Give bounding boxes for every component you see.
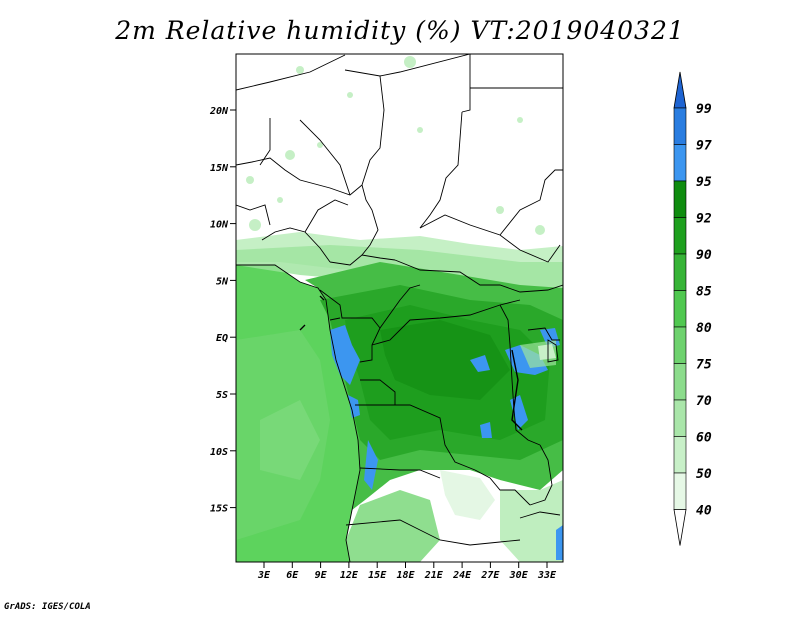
lat-label: 20N bbox=[209, 106, 229, 117]
colorbar-swatch bbox=[673, 399, 687, 437]
colorbar-label: 95 bbox=[696, 175, 712, 190]
colorbar-label: 60 bbox=[696, 431, 712, 446]
lon-label: 21E bbox=[424, 570, 444, 581]
longitude-axis: 3E 6E 9E 12E 15E 18E 21E 24E 27E 30E 33E bbox=[257, 562, 557, 581]
lat-label: 15S bbox=[210, 504, 228, 515]
colorbar-label: 90 bbox=[696, 248, 712, 263]
colorbar-top-arrow bbox=[673, 71, 687, 109]
lon-label: 6E bbox=[286, 570, 299, 581]
lat-label: 5N bbox=[216, 276, 229, 287]
colorbar-swatch bbox=[673, 436, 687, 474]
lat-label: 5S bbox=[216, 390, 228, 401]
colorbar-label: 80 bbox=[696, 321, 712, 336]
colorbar-swatch bbox=[673, 472, 687, 510]
lon-label: 18E bbox=[396, 570, 415, 581]
lat-label: 15N bbox=[210, 163, 229, 174]
colorbar-swatch bbox=[673, 290, 687, 328]
lon-label: 30E bbox=[509, 570, 529, 581]
colorbar-bottom-arrow bbox=[673, 509, 687, 546]
colorbar-label: 75 bbox=[696, 358, 712, 373]
lon-label: 12E bbox=[340, 570, 359, 581]
colorbar-label: 70 bbox=[696, 394, 712, 409]
colorbar-swatch bbox=[673, 107, 687, 145]
lon-label: 24E bbox=[452, 570, 472, 581]
colorbar-label: 92 bbox=[696, 212, 712, 227]
lon-label: 27E bbox=[480, 570, 500, 581]
lat-label: 10S bbox=[210, 447, 228, 458]
colorbar-label: 97 bbox=[696, 139, 712, 154]
lat-label: EQ bbox=[216, 333, 228, 344]
colorbar: 99 97 95 92 90 85 80 75 70 60 50 40 bbox=[673, 71, 712, 546]
colorbar-label: 50 bbox=[696, 467, 712, 482]
colorbar-swatch bbox=[673, 363, 687, 401]
colorbar-label: 85 bbox=[696, 285, 712, 300]
colorbar-swatch bbox=[673, 144, 687, 182]
humidity-field bbox=[236, 54, 563, 562]
map-frame bbox=[235, 53, 564, 563]
credit-label: GrADS: IGES/COLA bbox=[4, 602, 91, 612]
plot-title: 2m Relative humidity (%) VT:2019040321 bbox=[115, 16, 685, 45]
country-borders bbox=[236, 54, 563, 562]
colorbar-label: 40 bbox=[696, 504, 712, 519]
lon-label: 9E bbox=[315, 570, 328, 581]
colorbar-swatch bbox=[673, 217, 687, 255]
lon-label: 3E bbox=[257, 570, 271, 581]
latitude-axis: 20N 15N 10N 5N EQ 5S 10S 15S bbox=[209, 106, 236, 515]
colorbar-label: 99 bbox=[696, 102, 712, 117]
lon-label: 15E bbox=[368, 570, 387, 581]
lat-label: 10N bbox=[210, 220, 229, 231]
colorbar-swatch bbox=[673, 253, 687, 291]
wet-patch bbox=[330, 325, 360, 385]
lon-label: 33E bbox=[537, 570, 557, 581]
colorbar-swatch bbox=[673, 180, 687, 218]
colorbar-swatch bbox=[673, 326, 687, 364]
